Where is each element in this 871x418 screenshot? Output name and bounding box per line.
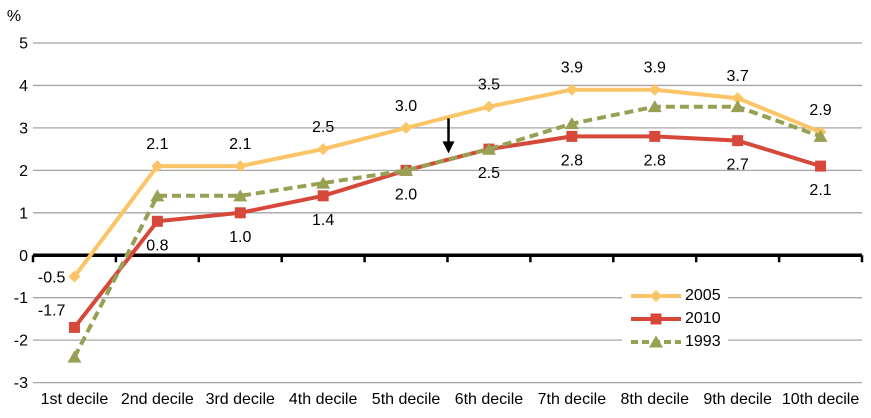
triangle-marker-icon [233, 189, 248, 202]
x-category-label: 5th decile [372, 391, 441, 408]
series-lines [67, 83, 828, 363]
square-marker-icon [234, 207, 246, 219]
data-label-2010: -1.7 [38, 302, 66, 319]
x-axis-category-labels: 1st decile 2nd decile 3rd decile 4th decile… [41, 391, 860, 408]
y-tick-label: -3 [14, 375, 28, 392]
triangle-marker-icon [647, 100, 662, 113]
data-label-2005: 2.5 [312, 119, 334, 136]
data-label-2005: -0.5 [38, 269, 66, 286]
data-label-2005: 2.9 [809, 102, 831, 119]
x-category-label: 4th decile [289, 391, 358, 408]
square-marker-icon [151, 215, 163, 227]
x-category-label: 3rd decile [206, 391, 275, 408]
legend-label-2010: 2010 [685, 309, 721, 327]
diamond-marker-icon [731, 92, 744, 105]
diamond-marker-icon [317, 143, 330, 156]
y-tick-label: 0 [19, 248, 28, 265]
square-marker-icon [566, 130, 578, 142]
triangle-marker-icon [399, 163, 414, 176]
legend: 2005 2010 1993 [622, 283, 728, 354]
data-label-2010: 2.8 [561, 152, 583, 169]
data-label-2005: 2.1 [146, 136, 168, 153]
y-tick-label: 1 [19, 205, 28, 222]
y-axis-tick-labels: 5 4 3 2 1 0 -1 -2 -3 [14, 36, 28, 393]
diamond-marker-icon [565, 83, 578, 96]
data-label-2010: 2.1 [809, 182, 831, 199]
data-label-2010: 2.8 [644, 152, 666, 169]
data-label-2010: 2.5 [478, 165, 500, 182]
diamond-marker-icon [648, 83, 661, 96]
diamond-marker-icon [234, 160, 247, 173]
arrow-head-icon [442, 141, 455, 154]
triangle-marker-icon [730, 100, 745, 113]
x-category-label: 1st decile [41, 391, 109, 408]
legend-label-2005: 2005 [685, 286, 721, 304]
triangle-marker-icon [813, 129, 828, 142]
legend-1993-line-triangle-icon [631, 335, 681, 347]
square-marker-icon [650, 313, 662, 324]
square-marker-icon [649, 130, 661, 142]
x-category-label: 9th decile [703, 391, 772, 408]
y-tick-label: 3 [19, 120, 28, 137]
diamond-marker-icon [400, 121, 413, 134]
triangle-marker-icon [316, 176, 331, 189]
diamond-marker-icon [482, 100, 495, 113]
data-label-2005: 3.9 [561, 60, 583, 77]
legend-2005-line-diamond-icon [631, 289, 681, 302]
y-tick-label: -1 [14, 290, 28, 307]
series-line-2010 [72, 134, 822, 329]
y-tick-label: -2 [14, 333, 28, 350]
x-axis-zero-line [31, 253, 864, 263]
series-line-1993 [72, 104, 822, 359]
data-label-2005: 3.0 [395, 98, 417, 115]
triangle-marker-icon [564, 117, 579, 130]
x-category-label: 6th decile [455, 391, 524, 408]
arrow-annotation [442, 118, 455, 154]
series-line-2005 [72, 87, 822, 278]
data-label-2010: 1.0 [229, 229, 251, 246]
diamond-marker-icon [650, 289, 662, 302]
legend-2010-line-square-icon [631, 313, 681, 324]
x-category-label: 8th decile [621, 391, 690, 408]
triangle-marker-icon [150, 189, 165, 202]
triangle-marker-icon [67, 350, 82, 363]
triangle-marker-icon [481, 142, 496, 155]
square-marker-icon [317, 190, 329, 202]
data-label-2010: 1.4 [312, 212, 334, 229]
square-marker-icon [68, 321, 80, 333]
x-category-label: 10th decile [782, 391, 859, 408]
x-category-label: 2nd decile [121, 391, 194, 408]
data-label-2010: 2.0 [395, 186, 417, 203]
data-label-2010: 0.8 [146, 237, 168, 254]
triangle-marker-icon [649, 335, 663, 347]
legend-item-2005: 2005 [622, 284, 728, 307]
y-tick-label: 4 [19, 78, 28, 95]
y-tick-label: 2 [19, 163, 28, 180]
y-axis-unit-label: % [7, 8, 21, 25]
legend-item-2010: 2010 [622, 307, 728, 330]
diamond-marker-icon [68, 270, 81, 283]
data-label-2010: 2.7 [727, 157, 749, 174]
y-tick-label: 5 [19, 36, 28, 53]
data-label-2005: 3.5 [478, 77, 500, 94]
data-label-2005: 2.1 [229, 136, 251, 153]
data-label-2005: 3.9 [644, 60, 666, 77]
data-labels: -0.5 2.1 2.1 2.5 3.0 3.5 3.9 3.9 3.7 2.9 -1.7 0.8 1.… [38, 60, 832, 320]
data-label-2005: 3.7 [727, 68, 749, 85]
square-marker-icon [732, 135, 744, 147]
square-marker-icon [815, 160, 827, 172]
legend-label-1993: 1993 [685, 332, 721, 350]
legend-item-1993: 1993 [622, 330, 728, 353]
diamond-marker-icon [151, 160, 164, 173]
x-category-label: 7th decile [538, 391, 607, 408]
